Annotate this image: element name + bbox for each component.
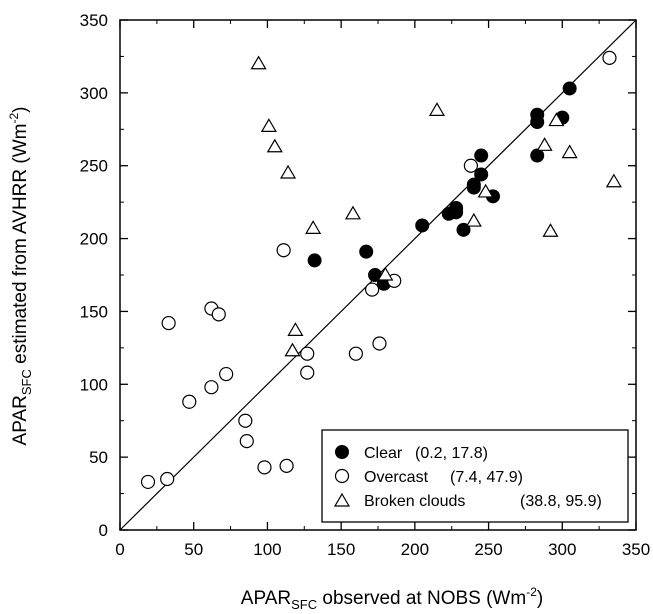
point-clear	[474, 167, 489, 182]
y-tick-label: 100	[80, 375, 108, 394]
y-tick-label: 0	[99, 521, 108, 540]
point-broken-clouds	[605, 173, 622, 188]
y-axis-ticks: 0 50 100 150 200 250 300 350	[80, 11, 636, 540]
point-overcast	[160, 471, 175, 487]
point-clear	[359, 244, 374, 259]
legend-marker-overcast	[334, 468, 350, 484]
y-axis-label-exp: -2	[7, 113, 21, 124]
x-axis-label-exp: -2	[526, 585, 537, 599]
x-axis-label-close: )	[537, 588, 543, 609]
legend-label-broken-clouds: Broken clouds (38.8, 95.9)	[364, 493, 602, 510]
legend-marker-clear	[335, 445, 349, 459]
y-tick-label: 250	[80, 157, 108, 176]
point-overcast	[182, 394, 197, 409]
x-axis-label: APARSFC observed at NOBS (Wm-2)	[241, 585, 543, 612]
point-overcast	[300, 346, 315, 361]
point-clear	[307, 253, 322, 268]
point-overcast	[204, 380, 219, 395]
point-overcast	[276, 243, 291, 258]
legend-marker-broken-clouds	[333, 492, 351, 507]
point-overcast	[348, 346, 363, 361]
point-overcast	[279, 458, 294, 473]
x-tick-label: 100	[253, 540, 281, 559]
point-broken-clouds	[287, 322, 304, 336]
point-broken-clouds	[377, 266, 394, 281]
point-overcast	[602, 50, 617, 65]
y-tick-label: 300	[80, 84, 108, 103]
y-axis-label-main: APAR	[10, 395, 31, 445]
y-axis-label: APARSFC estimated from AVHRR (Wm-2)	[7, 107, 34, 446]
point-overcast	[463, 158, 478, 173]
y-tick-label: 350	[80, 11, 108, 30]
point-overcast	[365, 282, 380, 297]
point-broken-clouds	[428, 102, 446, 116]
y-axis-label-close: )	[10, 107, 31, 113]
x-axis-ticks: 0 50 100 150 200 250 300 350	[115, 20, 650, 559]
point-overcast	[219, 366, 234, 382]
point-broken-clouds	[465, 212, 482, 227]
y-axis-label-rest: estimated from AVHRR (Wm	[10, 124, 31, 370]
x-axis-label-rest: observed at NOBS (Wm	[317, 588, 526, 609]
point-overcast	[372, 336, 387, 351]
x-tick-label: 250	[474, 540, 502, 559]
legend-label-clear: Clear (0.2, 17.8)	[364, 445, 488, 462]
point-clear	[449, 205, 464, 220]
point-broken-clouds	[280, 164, 297, 179]
legend-box	[321, 429, 629, 523]
point-broken-clouds	[542, 223, 559, 237]
legend: Clear (0.2, 17.8) Overcast (7.4, 47.9) Bro…	[321, 429, 629, 523]
point-overcast	[161, 315, 176, 331]
x-tick-label: 350	[622, 540, 650, 559]
point-overcast	[211, 307, 226, 322]
point-clear	[562, 81, 577, 96]
x-tick-label: 0	[115, 540, 124, 559]
y-tick-label: 150	[80, 302, 108, 321]
y-tick-label: 50	[89, 448, 108, 467]
point-broken-clouds	[266, 138, 283, 153]
y-tick-label: 200	[80, 230, 108, 249]
point-clear	[530, 115, 545, 129]
x-tick-label: 150	[327, 540, 355, 559]
point-broken-clouds	[561, 144, 578, 159]
point-overcast	[140, 474, 156, 490]
point-clear	[530, 148, 545, 163]
x-tick-label: 50	[184, 540, 203, 559]
data-points	[140, 50, 622, 490]
point-overcast	[238, 413, 253, 428]
point-broken-clouds	[477, 183, 494, 198]
point-broken-clouds	[548, 112, 565, 127]
point-clear	[466, 177, 481, 192]
x-axis-label-sub: SFC	[291, 597, 317, 612]
point-clear	[415, 218, 430, 233]
point-broken-clouds	[284, 342, 301, 357]
y-axis-label-sub: SFC	[19, 369, 34, 395]
point-clear	[474, 148, 489, 163]
x-tick-label: 300	[548, 540, 576, 559]
point-broken-clouds	[344, 205, 361, 220]
point-overcast	[257, 460, 272, 475]
legend-label-overcast: Overcast (7.4, 47.9)	[364, 469, 523, 486]
point-broken-clouds	[250, 55, 267, 70]
point-overcast	[300, 365, 315, 380]
x-axis-label-main: APAR	[241, 588, 291, 609]
point-broken-clouds	[305, 220, 322, 234]
x-tick-label: 200	[401, 540, 429, 559]
point-broken-clouds	[260, 118, 277, 132]
point-broken-clouds	[536, 137, 553, 151]
point-overcast	[239, 434, 254, 449]
